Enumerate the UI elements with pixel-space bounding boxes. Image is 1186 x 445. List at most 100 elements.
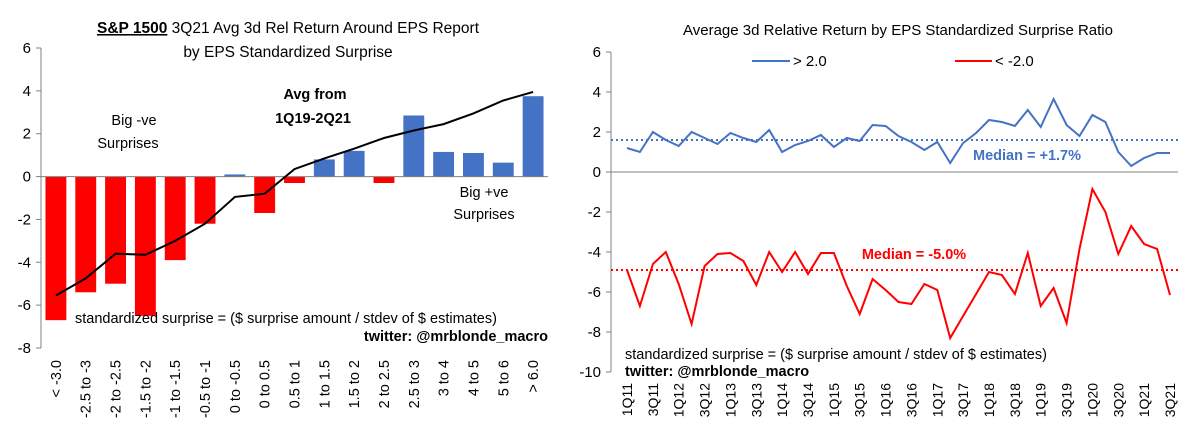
left-chart-subtitle: by EPS Standardized Surprise	[183, 44, 392, 61]
right-x-label: 1Q21	[1136, 383, 1152, 417]
left-title-rest: 3Q21 Avg 3d Rel Return Around EPS Report	[167, 20, 479, 37]
bar-6	[224, 174, 246, 177]
left-chart: S&P 1500 3Q21 Avg 3d Rel Return Around E…	[18, 20, 548, 418]
right-x-label: 3Q15	[852, 383, 868, 417]
median-label-pos: Median = +1.7%	[973, 148, 1081, 164]
right-x-label: 1Q16	[878, 383, 894, 417]
big-pos-label-1: Big +ve	[460, 185, 509, 201]
bar-1	[75, 176, 97, 293]
left-y-tick-label: 6	[23, 40, 31, 57]
left-x-label: 1 to 1.5	[317, 360, 333, 408]
left-avg-line	[55, 90, 534, 297]
big-pos-label-2: Surprises	[453, 207, 514, 223]
left-x-label: -1 to -1.5	[168, 360, 184, 418]
left-x-label: 1.5 to 2	[347, 360, 363, 408]
right-x-label: 1Q20	[1084, 383, 1100, 417]
left-x-label: -2 to -2.5	[109, 360, 125, 418]
right-y-tick-label: 6	[593, 44, 601, 61]
right-y-ticks: -10 -8 -6 -4 -2 0 2 4 6	[579, 44, 611, 381]
left-x-label: 2 to 2.5	[377, 360, 393, 408]
avg-label-1: Avg from	[283, 87, 346, 103]
right-y-tick-label: -2	[588, 204, 601, 221]
right-y-tick-label: 0	[593, 164, 601, 181]
left-y-ticks: -8 -6 -4 -2 0 2 4 6	[18, 40, 41, 357]
right-x-label: 3Q11	[645, 383, 661, 416]
left-twitter-handle: twitter: @mrblonde_macro	[364, 329, 548, 345]
right-x-label: 1Q19	[1033, 383, 1049, 417]
avg-label-2: 1Q19-2Q21	[275, 111, 351, 127]
bar-7	[254, 176, 276, 213]
right-formula-note: standardized surprise = ($ surprise amou…	[625, 347, 1047, 363]
right-x-label: 3Q20	[1110, 383, 1126, 417]
legend-label-neg: < -2.0	[995, 53, 1034, 70]
median-label-neg: Median = -5.0%	[862, 247, 966, 263]
left-x-label: < -3.0	[49, 360, 65, 397]
bar-8	[284, 176, 305, 183]
right-legend: > 2.0 < -2.0	[752, 53, 1034, 70]
right-x-label: 1Q13	[722, 383, 738, 417]
right-x-label: 1Q18	[981, 383, 997, 417]
left-x-label: 2.5 to 3	[407, 360, 423, 408]
right-chart: Average 3d Relative Return by EPS Standa…	[579, 22, 1178, 417]
left-x-label: 0 to 0.5	[258, 360, 274, 408]
left-x-label: 5 to 6	[496, 360, 512, 396]
series-line-pos	[626, 96, 1170, 168]
left-x-label: -0.5 to -1	[198, 360, 214, 418]
right-x-label: 3Q21	[1162, 383, 1178, 417]
bar-16	[522, 96, 544, 177]
right-chart-title: Average 3d Relative Return by EPS Standa…	[683, 22, 1113, 39]
left-y-tick-label: -6	[18, 297, 31, 314]
right-x-label: 3Q19	[1059, 383, 1075, 417]
right-twitter-handle: twitter: @mrblonde_macro	[625, 364, 809, 380]
legend-label-pos: > 2.0	[793, 53, 827, 70]
left-formula-note: standardized surprise = ($ surprise amou…	[75, 311, 497, 327]
left-chart-title: S&P 1500 3Q21 Avg 3d Rel Return Around E…	[97, 20, 480, 37]
right-x-label: 3Q14	[800, 383, 816, 417]
right-y-tick-label: 4	[593, 84, 601, 101]
left-y-tick-label: 2	[23, 126, 31, 143]
bar-4	[164, 176, 186, 261]
left-x-label: 0.5 to 1	[288, 360, 304, 408]
left-y-tick-label: 0	[23, 169, 31, 186]
right-x-label: 3Q16	[903, 383, 919, 417]
right-x-label: 1Q14	[774, 383, 790, 417]
right-x-labels: 1Q11 3Q11 1Q12 3Q12 1Q13 3Q13 1Q14 3Q14 1Q15 3Q15…	[619, 383, 1178, 417]
right-x-label: 1Q17	[929, 383, 945, 417]
left-y-tick-label: -8	[18, 340, 31, 357]
left-x-label: 4 to 5	[466, 360, 482, 396]
bar-5	[194, 176, 216, 224]
big-neg-label-2: Surprises	[97, 136, 158, 152]
left-x-label: -1.5 to -2	[138, 360, 154, 418]
left-x-label: 0 to -0.5	[228, 360, 244, 413]
bar-0	[45, 176, 67, 321]
bar-12	[403, 115, 425, 177]
right-y-tick-label: -8	[588, 324, 601, 341]
right-x-label: 3Q18	[1007, 383, 1023, 417]
bar-10	[343, 150, 365, 177]
right-x-label: 1Q11	[619, 383, 635, 416]
big-neg-label-1: Big -ve	[111, 113, 156, 129]
left-y-tick-label: -4	[18, 254, 31, 271]
right-y-tick-label: -10	[579, 364, 601, 381]
right-y-tick-label: -4	[588, 244, 601, 261]
left-x-label: -2.5 to -3	[79, 360, 95, 418]
bar-15	[492, 162, 514, 177]
right-y-tick-label: -6	[588, 284, 601, 301]
right-y-tick-label: 2	[593, 124, 601, 141]
bar-2	[105, 176, 126, 284]
right-x-label: 1Q12	[671, 383, 687, 417]
left-title-bold: S&P 1500	[97, 20, 167, 37]
bar-9	[313, 159, 335, 177]
series-line-neg	[626, 186, 1171, 341]
left-x-labels: < -3.0 -2.5 to -3 -2 to -2.5 -1.5 to -2 -1 t…	[49, 360, 542, 418]
left-x-label: 3 to 4	[437, 360, 453, 396]
left-y-tick-label: 4	[23, 83, 31, 100]
right-x-label: 1Q15	[826, 383, 842, 417]
right-x-label: 3Q12	[697, 383, 713, 417]
left-x-label: > 6.0	[526, 360, 542, 393]
right-x-label: 3Q17	[955, 383, 971, 417]
right-x-label: 3Q13	[748, 383, 764, 417]
bar-11	[373, 176, 395, 183]
left-y-tick-label: -2	[18, 211, 31, 228]
